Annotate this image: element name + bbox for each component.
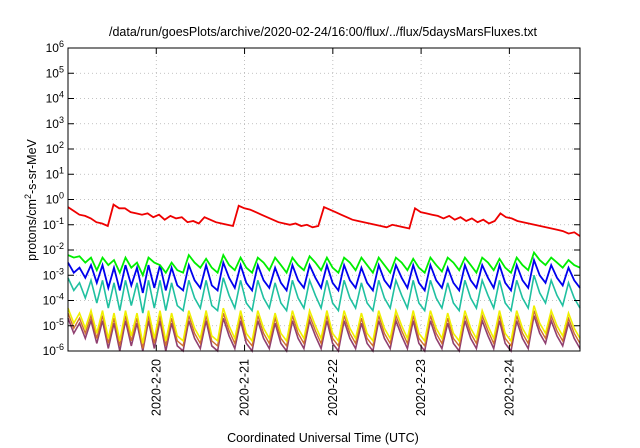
y-tick-label-exponent: 2	[59, 140, 64, 150]
y-axis-label-base: protons/cm	[25, 199, 39, 261]
y-tick-label: 10-1	[43, 216, 64, 232]
series-line-5	[67, 310, 581, 349]
y-tick-label: 103	[46, 115, 64, 131]
y-tick-label-exponent: -6	[56, 342, 64, 352]
y-axis-label: protons/cm2-s-sr-MeV	[23, 138, 39, 260]
y-tick-label-exponent: 3	[59, 115, 64, 125]
y-tick-label-exponent: 4	[59, 90, 64, 100]
y-tick-label-exponent: -2	[56, 241, 64, 251]
y-axis-label-rest: -s-sr-MeV	[25, 138, 39, 194]
y-tick-label: 10-3	[43, 266, 64, 282]
series-line-6	[67, 315, 581, 353]
series-line-0	[67, 203, 581, 237]
y-tick-label-exponent: -4	[56, 292, 64, 302]
y-tick-label: 100	[46, 191, 64, 207]
y-tick-label-base: 10	[46, 142, 60, 156]
y-tick-label-base: 10	[43, 218, 57, 232]
y-axis-label-exponent: 2	[23, 194, 33, 199]
x-tick-label: 2020-2-24	[502, 359, 516, 416]
y-tick-label: 106	[46, 39, 64, 55]
y-tick-label: 10-4	[43, 292, 64, 308]
y-tick-label: 10-5	[43, 317, 64, 333]
x-tick-label: 2020-2-23	[414, 359, 428, 416]
x-axis-ticks: 2020-2-20 2020-2-21 2020-2-22 2020-2-23 2020…	[149, 48, 516, 416]
y-tick-label-base: 10	[43, 243, 57, 257]
y-tick-label-exponent: -3	[56, 266, 64, 276]
y-axis-ticks: 10-610-510-410-310-210-11001011021031041…	[43, 39, 580, 358]
x-axis-label: Coordinated Universal Time (UTC)	[227, 431, 419, 445]
y-tick-label-base: 10	[46, 117, 60, 131]
y-tick-label-base: 10	[46, 41, 60, 55]
x-tick-label: 2020-2-21	[238, 359, 252, 416]
series-line-2	[67, 256, 581, 294]
y-tick-label: 104	[46, 90, 64, 106]
y-tick-label-exponent: -1	[56, 216, 64, 226]
y-tick-label-base: 10	[46, 92, 60, 106]
series-line-3	[67, 275, 581, 314]
y-tick-label-exponent: 6	[59, 39, 64, 49]
y-tick-label: 10-2	[43, 241, 64, 257]
y-tick-label-exponent: -5	[56, 317, 64, 327]
y-tick-label-exponent: 5	[59, 64, 64, 74]
y-tick-label-base: 10	[46, 66, 60, 80]
y-tick-label-exponent: 1	[59, 165, 64, 175]
chart-title: /data/run/goesPlots/archive/2020-02-24/1…	[109, 25, 538, 39]
series-group	[67, 203, 581, 353]
y-tick-label-base: 10	[43, 294, 57, 308]
y-tick-label: 105	[46, 64, 64, 80]
series-line-4	[67, 305, 581, 344]
y-tick-label-base: 10	[43, 344, 57, 358]
y-tick-label: 101	[46, 165, 64, 181]
y-tick-label-exponent: 0	[59, 191, 64, 201]
series-line-1	[67, 250, 581, 278]
y-tick-label: 102	[46, 140, 64, 156]
y-tick-label-base: 10	[43, 319, 57, 333]
y-tick-label-base: 10	[46, 167, 60, 181]
x-tick-label: 2020-2-22	[326, 359, 340, 416]
y-tick-label: 10-6	[43, 342, 64, 358]
y-tick-label-base: 10	[43, 268, 57, 282]
y-tick-label-base: 10	[46, 193, 60, 207]
x-tick-label: 2020-2-20	[149, 359, 163, 416]
